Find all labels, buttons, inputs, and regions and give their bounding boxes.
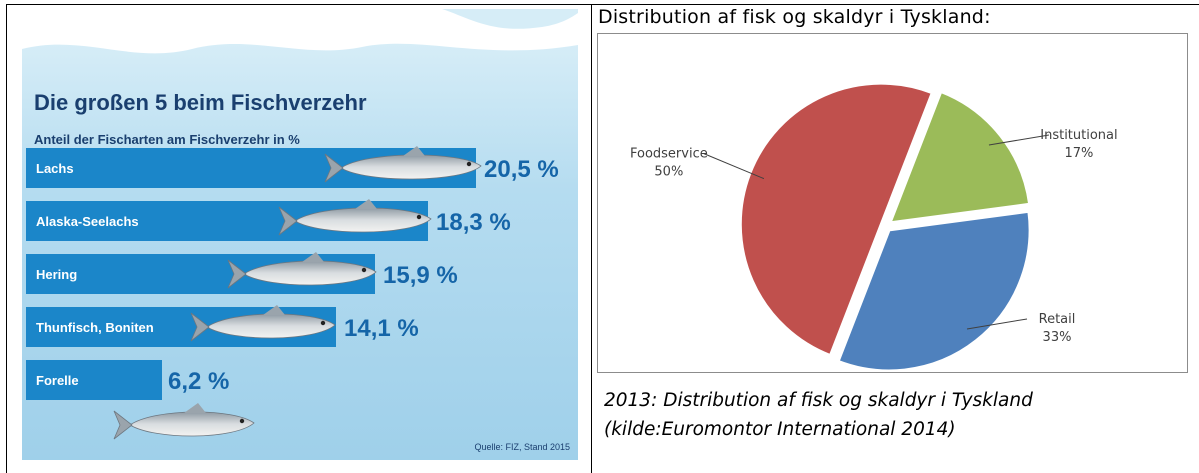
leader-line [988,134,1050,146]
pie-chart: Institutional 17% Retail 33% Foodservice 50% [630,81,1118,372]
bar-value-label: 6,2 % [168,368,229,395]
leader-line [703,153,765,180]
wave-splash [442,9,578,29]
pie-slice-label: Institutional [1040,128,1117,143]
pie-slice-value: 33% [1043,330,1072,345]
sea-background [22,43,578,460]
bar-value-label: 15,9 % [383,262,458,289]
fish-consumption-infographic: Die großen 5 beim Fischverzehr Anteil de… [22,9,578,460]
left-table-cell [6,4,592,473]
caption-line-1: 2013: Distribution af fisk og skaldyr i … [604,390,1033,411]
pie-slice-value: 50% [654,165,683,180]
fish-icon [324,146,482,183]
fish-icon [278,199,432,236]
bars-group: Lachs 20,5 % Alaska-Seelachs 18,3 % Hering 15… [26,146,559,440]
pie-slices-group: Institutional 17% Retail 33% Foodservice 50% [630,81,1118,372]
pie-slice-value: 17% [1064,146,1093,161]
bar-value-label: 18,3 % [436,209,511,236]
pie-chart-title: Distribution af fisk og skaldyr i Tyskla… [598,6,991,28]
pie-chart-frame: Institutional 17% Retail 33% Foodservice 50% [597,33,1188,373]
right-table-cell [591,4,1199,473]
infographic-source: Quelle: FIZ, Stand 2015 [474,442,570,452]
caption-line-2: (kilde:Euromontor International 2014) [604,419,956,440]
bar-4 [26,360,162,400]
bar-value-label: 20,5 % [484,156,559,183]
bar-category-label: Hering [36,267,77,282]
bar-category-label: Thunfisch, Boniten [36,320,154,335]
pie-slice-label: Retail [1039,312,1076,327]
fish-icon [190,305,336,342]
infographic-title: Die großen 5 beim Fischverzehr [34,90,367,115]
bar-category-label: Forelle [36,373,79,388]
bar-category-label: Lachs [36,161,74,176]
leader-line [966,318,1028,330]
pie-chart-caption: 2013: Distribution af fisk og skaldyr i … [604,386,1194,444]
fish-icon [227,252,377,289]
pie-slice-institutional [887,89,1032,225]
infographic-subtitle: Anteil der Fischarten am Fischverzehr in… [34,132,300,147]
pie-slice-retail [836,209,1032,372]
bar-value-label: 14,1 % [344,315,419,342]
fish-icon [113,403,255,440]
bar-category-label: Alaska-Seelachs [36,214,139,229]
pie-slice-label: Foodservice [630,147,708,162]
